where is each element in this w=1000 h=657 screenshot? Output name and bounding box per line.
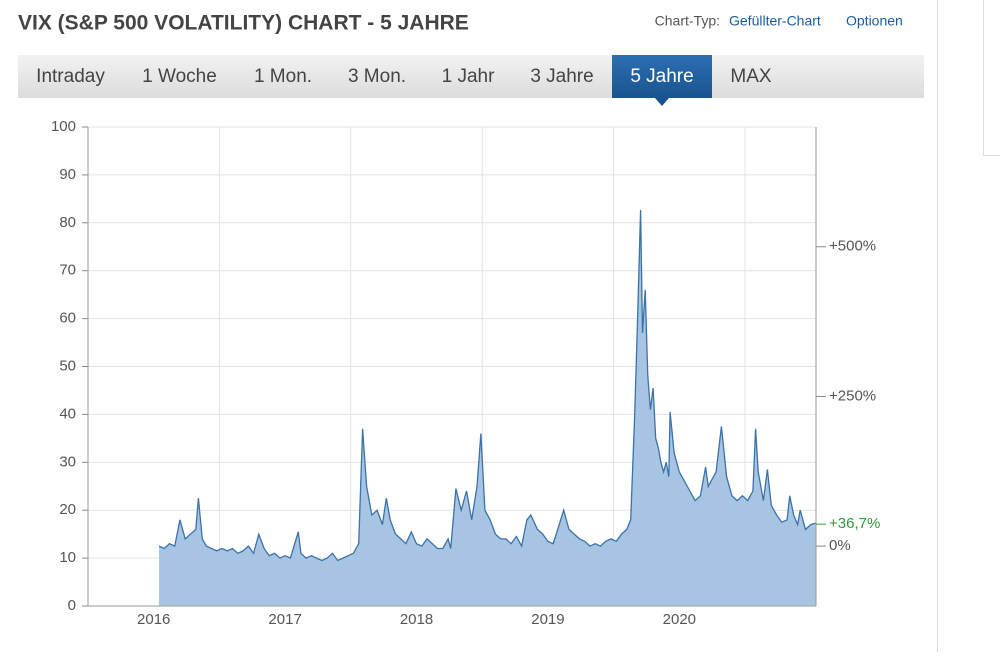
- tab[interactable]: 3 Mon.: [348, 66, 406, 87]
- y-tick-label: 60: [59, 310, 76, 327]
- title: VIX (S&P 500 VOLATILITY) CHART - 5 JAHRE: [18, 12, 469, 35]
- area: [159, 210, 816, 606]
- y2-tick-label: +500%: [829, 238, 876, 255]
- y-tick-label: 40: [59, 405, 76, 422]
- side-box: [984, 0, 1000, 156]
- y-tick-label: 30: [59, 453, 76, 470]
- x-tick-label: 2016: [137, 611, 170, 628]
- options-link[interactable]: Optionen: [846, 13, 903, 29]
- y-tick-label: 10: [59, 549, 76, 566]
- x-tick-label: 2017: [268, 611, 301, 628]
- y-tick-label: 100: [51, 118, 76, 135]
- tab[interactable]: 1 Woche: [142, 66, 217, 87]
- chart-type-link[interactable]: Gefüllter-Chart: [729, 13, 821, 29]
- x-tick-label: 2018: [400, 611, 433, 628]
- tab[interactable]: 1 Mon.: [254, 66, 312, 87]
- y2-tick-label: 0%: [829, 537, 851, 554]
- y-tick-label: 90: [59, 166, 76, 183]
- y-tick-label: 50: [59, 357, 76, 374]
- tab[interactable]: Intraday: [36, 66, 105, 87]
- last-change-label: +36,7%: [829, 515, 880, 532]
- chart-type-label: Chart-Typ:: [655, 13, 720, 29]
- tab[interactable]: 3 Jahre: [530, 66, 593, 87]
- tab[interactable]: MAX: [730, 66, 772, 87]
- tab[interactable]: 5 Jahre: [630, 66, 693, 87]
- active-tab-pointer: [655, 98, 669, 106]
- y2-tick-label: +250%: [829, 387, 876, 404]
- y-tick-label: 70: [59, 262, 76, 279]
- tab[interactable]: 1 Jahr: [442, 66, 495, 87]
- x-tick-label: 2019: [531, 611, 564, 628]
- x-tick-label: 2020: [663, 611, 696, 628]
- y-tick-label: 20: [59, 501, 76, 518]
- y-tick-label: 80: [59, 214, 76, 231]
- y-tick-label: 0: [68, 597, 76, 614]
